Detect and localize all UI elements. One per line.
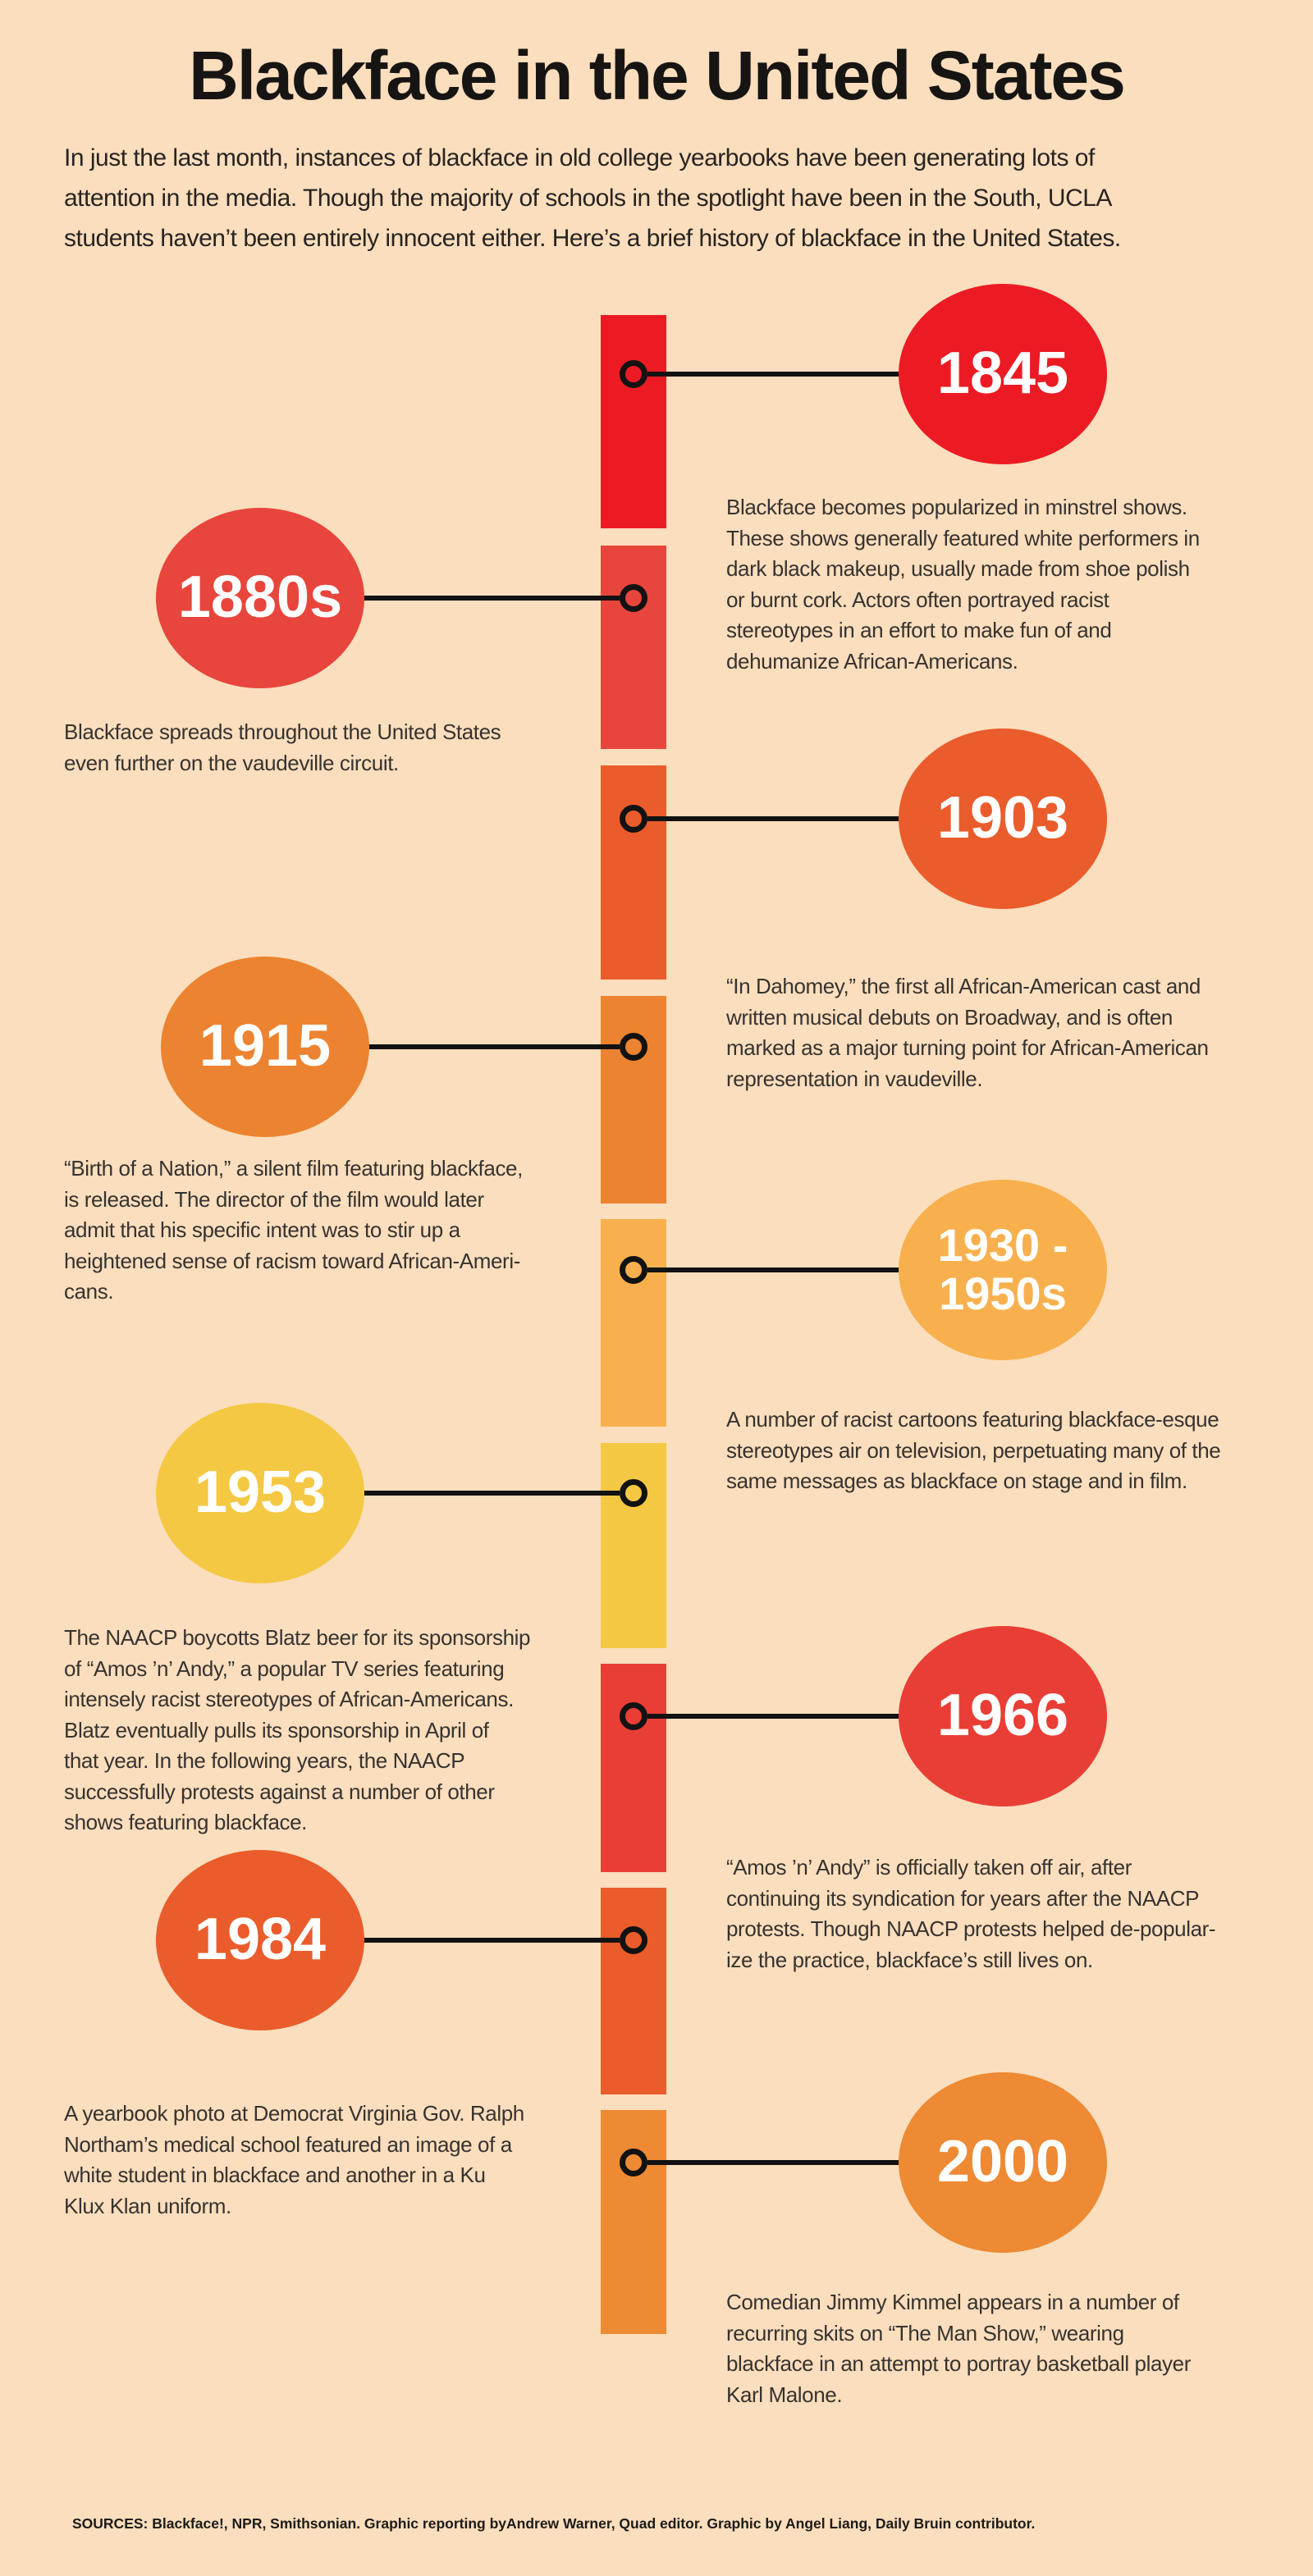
timeline-node-ring-1930-1950s — [620, 1256, 647, 1284]
year-bubble-2000: 2000 — [899, 2072, 1107, 2253]
year-bubble-1880s: 1880s — [156, 508, 364, 688]
timeline-segment-1880s — [601, 546, 666, 749]
event-description-1903: “In Dahomey,” the first all African-Amer… — [726, 974, 1209, 1091]
year-label-1903: 1903 — [936, 785, 1069, 852]
connector-line-1984 — [353, 1938, 620, 1943]
connector-line-1966 — [647, 1714, 923, 1719]
year-bubble-1953: 1953 — [156, 1403, 364, 1583]
intro-paragraph: In just the last month, instances of bla… — [64, 144, 1121, 252]
year-bubble-1915: 1915 — [161, 957, 369, 1137]
event-description-1984: A yearbook photo at Democrat Virginia Go… — [64, 2101, 524, 2218]
connector-line-1880s — [353, 596, 620, 601]
timeline-node-ring-2000 — [620, 2149, 647, 2176]
connector-line-2000 — [647, 2160, 923, 2165]
timeline-node-ring-1966 — [620, 1702, 647, 1730]
year-label-1880s: 1880s — [177, 564, 343, 631]
timeline-segment-1845 — [601, 315, 666, 528]
year-bubble-1984: 1984 — [156, 1850, 364, 2030]
year-label-1966: 1966 — [936, 1683, 1069, 1749]
timeline-segment-1953 — [601, 1443, 666, 1648]
connector-line-1845 — [647, 372, 923, 377]
year-label-2000: 2000 — [936, 2129, 1069, 2195]
year-label-1930-1950s: 1930 - 1950s — [937, 1219, 1068, 1319]
connector-line-1915 — [353, 1044, 620, 1049]
timeline-node-ring-1845 — [620, 360, 647, 388]
event-description-1915: “Birth of a Nation,” a silent film featu… — [64, 1156, 523, 1304]
event-description-1930-1950s: A number of racist cartoons featuring bl… — [726, 1407, 1221, 1493]
event-description-1966: “Amos ’n’ Andy” is officially taken off … — [726, 1855, 1216, 1972]
timeline-segment-2000 — [601, 2110, 666, 2334]
timeline-node-ring-1915 — [620, 1033, 647, 1061]
year-label-1915: 1915 — [199, 1013, 332, 1080]
year-bubble-1903: 1903 — [899, 728, 1107, 909]
timeline-segment-1930-1950s — [601, 1219, 666, 1427]
year-bubble-1930-1950s: 1930 - 1950s — [899, 1180, 1107, 1360]
timeline-segment-1966 — [601, 1664, 666, 1872]
year-bubble-1966: 1966 — [899, 1626, 1107, 1806]
timeline-node-ring-1984 — [620, 1926, 647, 1954]
infographic-title: Blackface in the United States — [189, 37, 1126, 114]
year-bubble-1845: 1845 — [899, 284, 1107, 464]
connector-line-1903 — [647, 816, 923, 821]
timeline-segment-1984 — [601, 1888, 666, 2094]
event-description-1880s: Blackface spreads throughout the United … — [64, 719, 501, 775]
timeline-segment-1915 — [601, 996, 666, 1204]
timeline-segment-1903 — [601, 765, 666, 980]
event-description-2000: Comedian Jimmy Kimmel appears in a numbe… — [726, 2290, 1191, 2407]
year-label-1984: 1984 — [194, 1907, 327, 1973]
timeline-node-ring-1903 — [620, 805, 647, 833]
sources-line: SOURCES: Blackface!, NPR, Smithsonian. G… — [72, 2515, 1036, 2532]
connector-line-1930-1950s — [647, 1267, 923, 1272]
year-label-1845: 1845 — [936, 340, 1069, 407]
connector-line-1953 — [353, 1491, 620, 1496]
timeline-node-ring-1953 — [620, 1479, 647, 1507]
event-description-1845: Blackface becomes popularized in minstre… — [726, 495, 1200, 674]
event-description-1953: The NAACP boycotts Blatz beer for its sp… — [64, 1625, 531, 1834]
year-label-1953: 1953 — [194, 1459, 327, 1526]
timeline-node-ring-1880s — [620, 584, 647, 612]
